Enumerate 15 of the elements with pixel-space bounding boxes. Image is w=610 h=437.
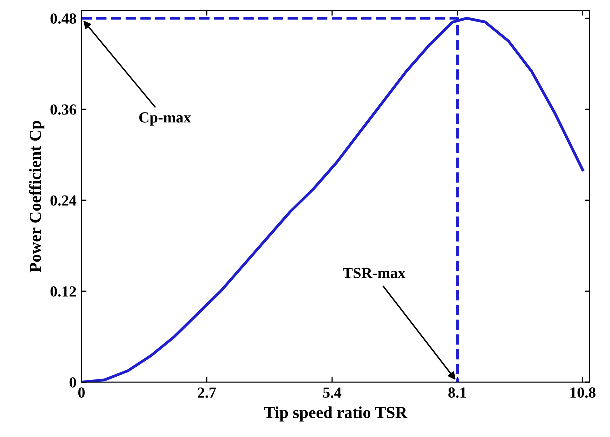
annotation: TSR-max: [343, 268, 406, 278]
y-axis-title: Power Coefficient Cp: [29, 121, 45, 273]
x-tick-label: 0: [78, 388, 85, 398]
y-tick-label: 0.12: [50, 286, 76, 297]
y-tick-label: 0.24: [50, 196, 77, 206]
x-tick-label: 5.4: [323, 388, 342, 398]
y-tick-label: 0: [70, 378, 76, 388]
line-series: [82, 17, 584, 382]
y-tick-label: 0.36: [50, 104, 76, 115]
x-tick-label: 2.7: [198, 388, 216, 398]
annotation: Cp-max: [140, 112, 192, 126]
x-tick-label: 10.8: [570, 388, 596, 398]
y-tick-label: 0.48: [50, 14, 76, 24]
x-tick-label: 8.1: [448, 388, 466, 398]
x-axis-title: Tip speed ratio TSR: [264, 406, 408, 422]
